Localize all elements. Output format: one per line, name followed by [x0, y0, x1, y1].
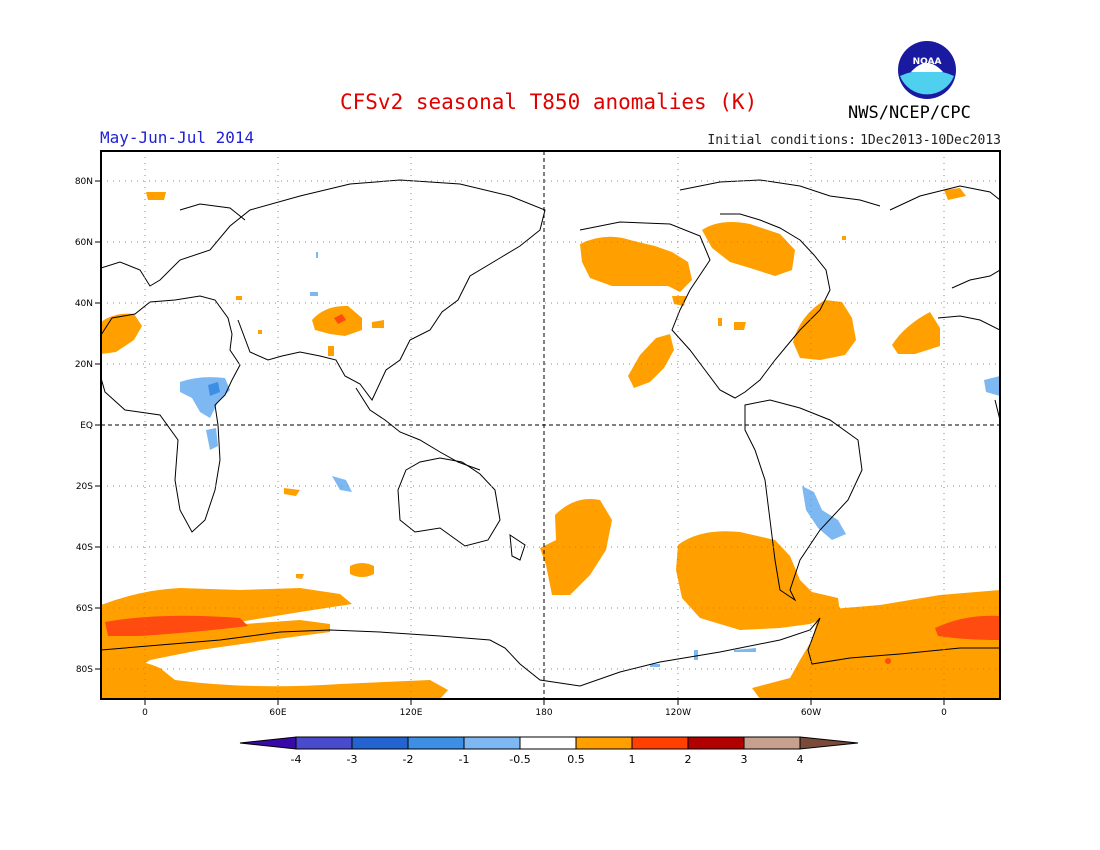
lon-tick-label: 120E — [400, 708, 423, 718]
longitude-axis: 0 60E 120E 180 120W 60W 0 — [142, 699, 947, 718]
colorbar-swatch — [743, 736, 801, 750]
colorbar-label: 1 — [629, 753, 636, 766]
warm-anomaly-southern-ocean-west — [101, 588, 352, 668]
lat-tick-label: 60S — [76, 604, 93, 614]
colorbar-left-arrow — [239, 736, 297, 750]
logo-text: NOAA — [913, 57, 942, 67]
warm-anomaly-gulf-of-alaska — [580, 236, 692, 292]
initial-conditions-value: 1Dec2013-10Dec2013 — [860, 133, 1001, 148]
warm-anomaly-hudson-bay — [702, 222, 795, 276]
anomaly-shading — [101, 188, 1000, 699]
cool-anomaly-south-atlantic — [802, 486, 846, 540]
map-title: CFSv2 seasonal T850 anomalies (K) — [340, 90, 758, 114]
lat-tick-label: 80N — [75, 177, 93, 187]
latitude-axis: 80N 60N 40N 20N EQ 20S 40S 60S 80S — [75, 177, 101, 675]
colorbar-swatch — [687, 736, 745, 750]
organization-label: NWS/NCEP/CPC — [848, 103, 971, 123]
lon-tick-label: 0 — [941, 708, 947, 718]
lat-tick-label: 60N — [75, 238, 93, 248]
noaa-logo: NOAA — [898, 41, 956, 99]
warm-anomaly-northwest-africa — [101, 313, 142, 354]
colorbar-label: -0.5 — [509, 753, 530, 766]
lat-tick-label: 40S — [76, 543, 93, 553]
lat-tick-label: 20N — [75, 360, 93, 370]
warm-anomaly-southeast-pacific — [676, 531, 840, 630]
warm-anomaly-north-atlantic — [793, 300, 856, 360]
colorbar-label: -4 — [291, 753, 302, 766]
graticule — [101, 151, 1000, 699]
colorbar-label: -2 — [403, 753, 414, 766]
colorbar: -4 -3 -2 -1 -0.5 0.5 1 2 3 4 — [239, 736, 859, 766]
warm-anomaly-strong-south-atlantic — [105, 615, 248, 636]
lon-tick-label: 60W — [801, 708, 821, 718]
initial-conditions: Initial conditions: 1Dec2013-10Dec2013 — [703, 133, 1001, 148]
lon-tick-label: 60E — [269, 708, 286, 718]
colorbar-label: 4 — [797, 753, 804, 766]
colorbar-label: -3 — [347, 753, 358, 766]
lat-tick-label: 20S — [76, 482, 93, 492]
colorbar-right-arrow — [799, 736, 859, 750]
lon-tick-label: 0 — [142, 708, 148, 718]
period-label: May-Jun-Jul 2014 — [100, 128, 255, 147]
colorbar-swatch — [351, 736, 409, 750]
colorbar-label: 3 — [741, 753, 748, 766]
colorbar-swatch — [295, 736, 353, 750]
lat-tick-label: EQ — [80, 421, 93, 431]
warm-anomaly-subtropical-ne-pacific — [628, 334, 674, 388]
lon-tick-label: 120W — [665, 708, 691, 718]
initial-conditions-label: Initial conditions: — [707, 133, 857, 148]
colorbar-swatch — [519, 736, 577, 750]
lat-tick-label: 80S — [76, 665, 93, 675]
colorbar-label: 0.5 — [567, 753, 585, 766]
colorbar-swatch — [463, 736, 521, 750]
coastlines — [101, 179, 1000, 687]
warm-anomaly-weddell — [752, 590, 1000, 699]
colorbar-swatch — [407, 736, 465, 750]
lon-tick-label: 180 — [535, 708, 552, 718]
colorbar-label: 2 — [685, 753, 692, 766]
lat-tick-label: 40N — [75, 299, 93, 309]
colorbar-swatch — [575, 736, 633, 750]
equator-and-dateline — [101, 151, 1000, 699]
colorbar-label: -1 — [459, 753, 470, 766]
colorbar-swatch — [631, 736, 689, 750]
